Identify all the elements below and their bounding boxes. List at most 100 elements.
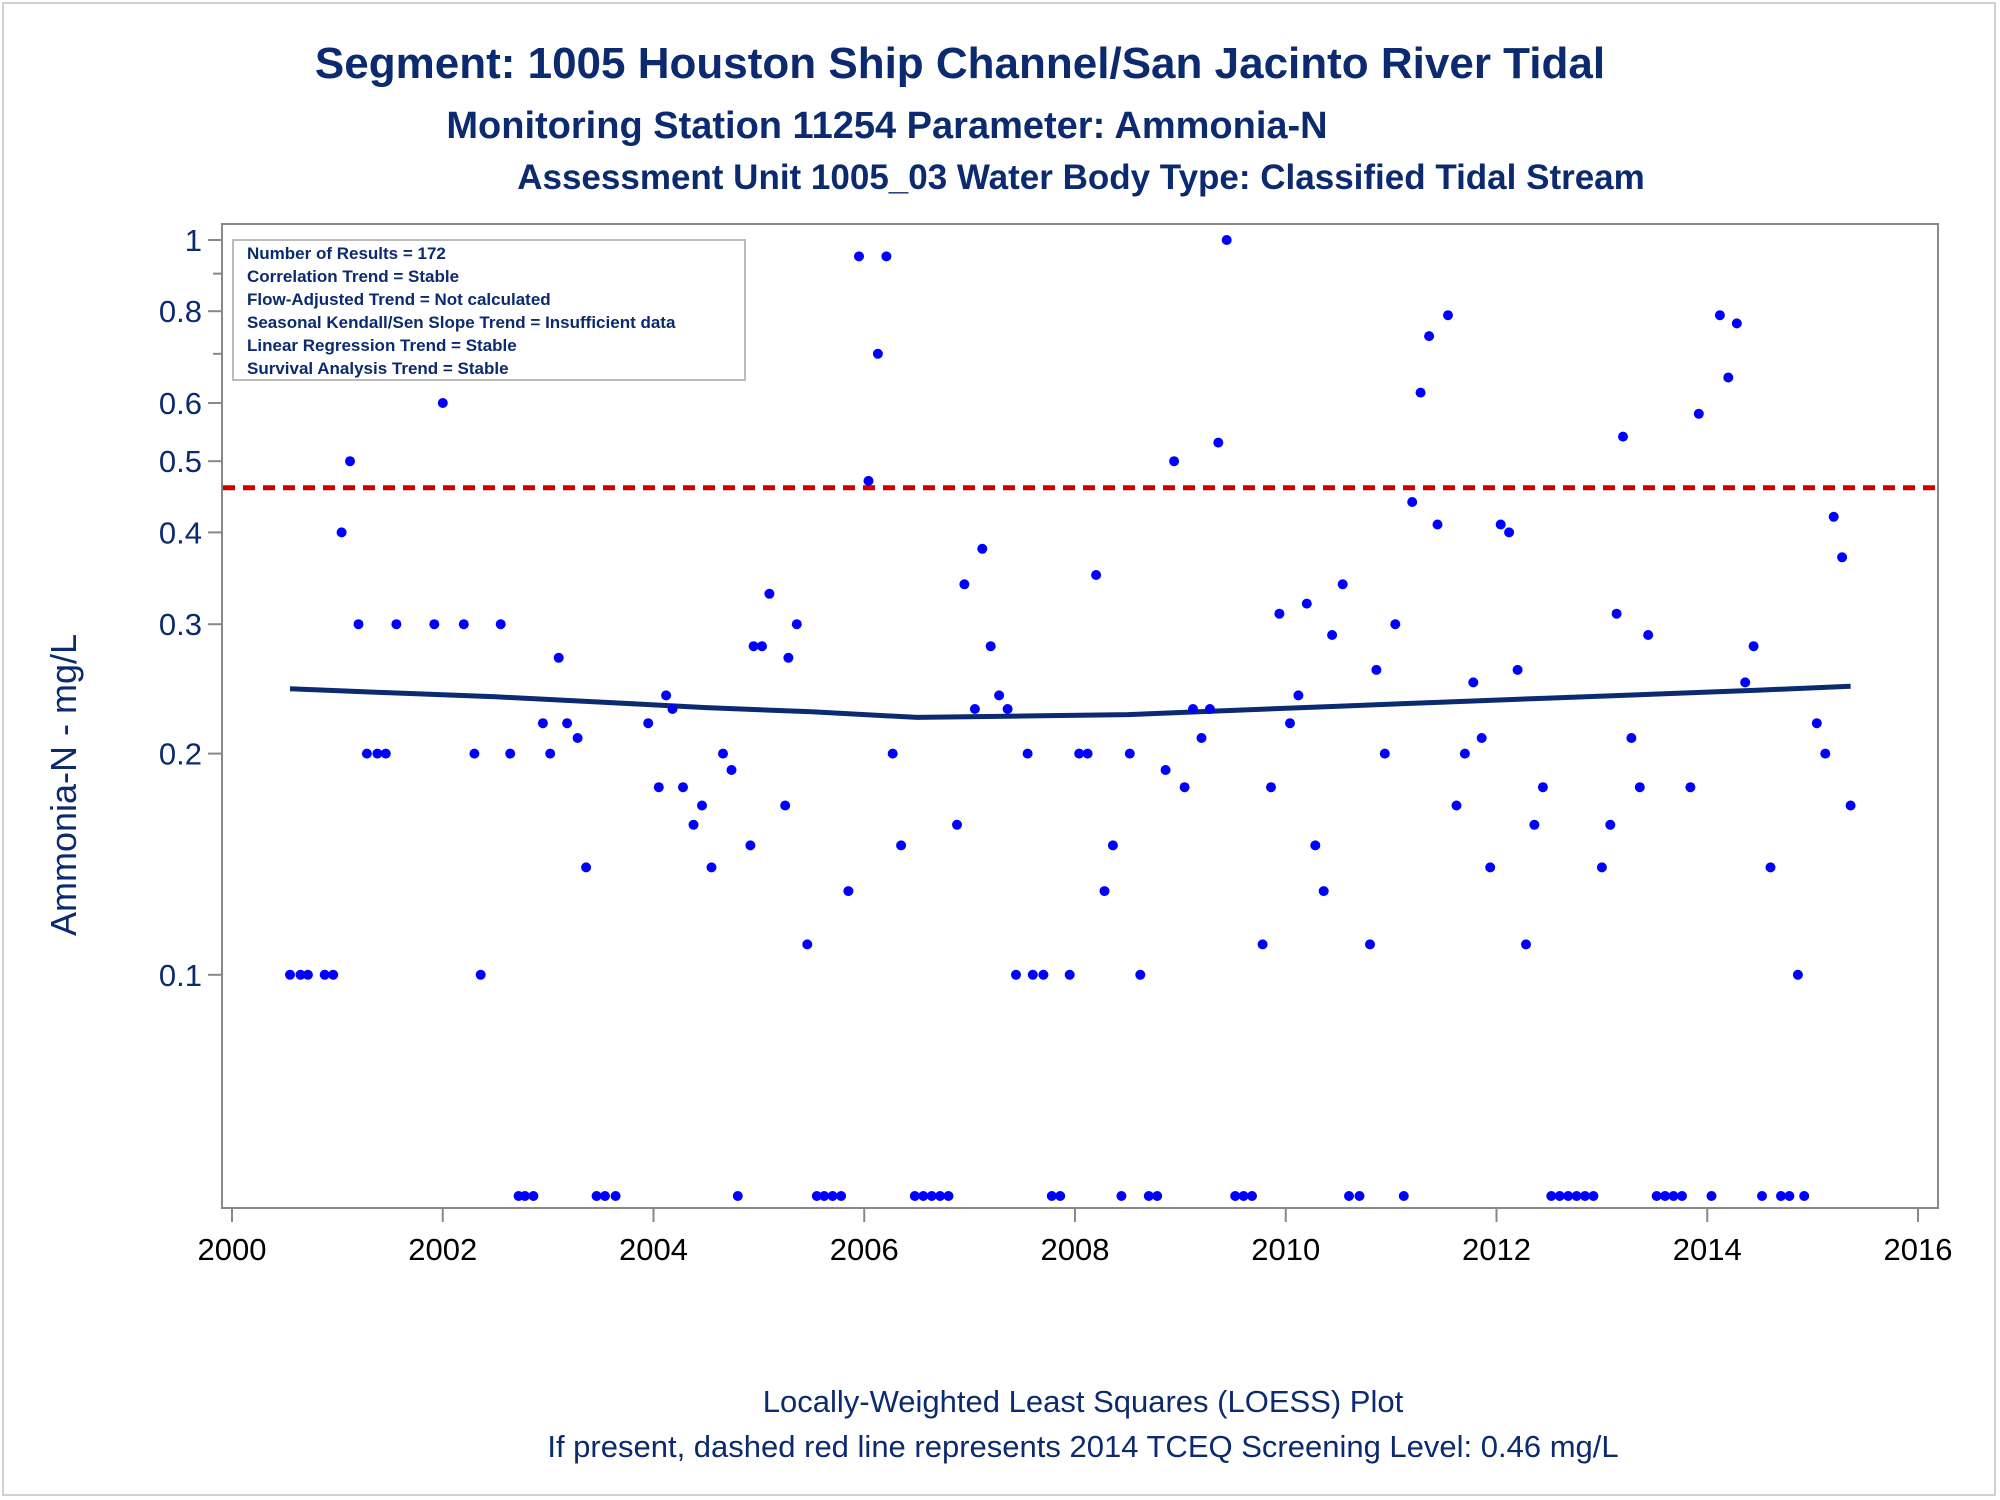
x-tick-label: 2016 xyxy=(1884,1232,1953,1267)
data-point xyxy=(1135,969,1146,980)
x-tick-label: 2002 xyxy=(408,1232,477,1267)
data-point xyxy=(1459,748,1470,759)
data-point xyxy=(843,886,854,897)
data-point xyxy=(528,1191,539,1201)
data-point xyxy=(1634,782,1645,793)
data-point xyxy=(1074,748,1085,759)
data-point xyxy=(1828,511,1839,522)
data-point xyxy=(1723,372,1734,383)
data-point xyxy=(1371,664,1382,675)
data-point xyxy=(572,733,583,743)
data-point xyxy=(458,619,469,630)
data-point xyxy=(1424,331,1435,342)
data-point xyxy=(545,748,556,759)
data-point xyxy=(1596,862,1607,873)
data-point xyxy=(391,619,402,630)
data-point xyxy=(1588,1191,1599,1201)
data-point xyxy=(943,1191,954,1201)
data-point xyxy=(1238,1191,1249,1201)
data-point xyxy=(881,251,892,262)
y-tick-label: 0.5 xyxy=(159,444,202,479)
data-point xyxy=(1266,782,1276,793)
data-point xyxy=(887,748,898,759)
data-point xyxy=(600,1191,610,1201)
data-point xyxy=(791,619,802,630)
chart-subtitle-assessment: Assessment Unit 1005_03 Water Body Type:… xyxy=(517,158,1645,197)
data-point xyxy=(918,1191,929,1201)
data-point xyxy=(429,619,440,630)
data-point xyxy=(1011,969,1021,980)
data-point xyxy=(1415,387,1426,398)
data-point xyxy=(1285,718,1295,729)
data-point xyxy=(827,1191,838,1201)
data-point xyxy=(1002,704,1013,714)
data-point xyxy=(1318,886,1329,897)
data-point xyxy=(1731,318,1742,329)
data-point xyxy=(748,641,759,652)
data-point xyxy=(1143,1191,1154,1201)
data-point xyxy=(1354,1191,1365,1201)
data-point xyxy=(764,588,775,599)
data-point xyxy=(1038,969,1049,980)
data-point xyxy=(783,652,794,663)
data-point xyxy=(372,748,383,759)
data-point xyxy=(1398,1191,1409,1201)
data-point xyxy=(1706,1191,1717,1201)
data-point xyxy=(1799,1191,1810,1201)
y-tick-label: 0.1 xyxy=(159,958,202,993)
data-point xyxy=(1188,704,1198,714)
data-point xyxy=(302,969,313,980)
data-point xyxy=(1274,608,1285,619)
data-point xyxy=(1776,1191,1786,1201)
data-point xyxy=(336,527,347,538)
data-point xyxy=(1091,570,1102,580)
data-point xyxy=(1064,969,1075,980)
data-point xyxy=(1521,939,1531,950)
data-point xyxy=(985,641,996,652)
stats-box: Number of Results = 172 Correlation Tren… xyxy=(232,239,746,381)
data-point xyxy=(1451,800,1462,811)
data-point xyxy=(969,704,980,714)
data-point xyxy=(1432,519,1443,530)
data-point xyxy=(667,704,678,714)
data-point xyxy=(437,398,448,408)
data-point xyxy=(328,969,339,980)
data-point xyxy=(1693,408,1704,419)
data-point xyxy=(1845,800,1856,811)
data-point xyxy=(519,1191,530,1201)
data-point xyxy=(1160,765,1171,775)
plot-frame xyxy=(221,223,1939,1209)
data-point xyxy=(1027,969,1038,980)
data-point xyxy=(1022,748,1033,759)
data-point xyxy=(1046,1191,1057,1201)
data-point xyxy=(1116,1191,1127,1201)
data-point xyxy=(1247,1191,1257,1201)
data-point xyxy=(1495,519,1506,530)
data-point xyxy=(1685,782,1696,793)
data-point xyxy=(1504,527,1515,538)
data-point xyxy=(994,690,1005,701)
chart-subtitle-station: Monitoring Station 11254 Parameter: Ammo… xyxy=(446,105,1327,147)
stat-correlation-trend: Correlation Trend = Stable xyxy=(247,267,459,286)
data-point xyxy=(562,718,573,729)
data-point xyxy=(732,1191,743,1201)
data-point xyxy=(1179,782,1190,793)
data-point xyxy=(836,1191,847,1201)
x-tick-label: 2000 xyxy=(198,1232,267,1267)
data-point xyxy=(1204,704,1215,714)
data-point xyxy=(1443,310,1453,321)
data-point xyxy=(1293,690,1304,701)
data-point xyxy=(1784,1191,1795,1201)
data-point xyxy=(1537,782,1548,793)
data-point xyxy=(1757,1191,1767,1201)
data-point xyxy=(1820,748,1831,759)
stat-linear-regression-trend: Linear Regression Trend = Stable xyxy=(247,336,517,355)
data-point xyxy=(1379,748,1390,759)
data-point xyxy=(745,840,756,851)
data-point xyxy=(1643,630,1654,640)
stat-number-of-results: Number of Results = 172 xyxy=(247,244,446,263)
data-point xyxy=(1107,840,1118,851)
data-point xyxy=(1476,733,1487,743)
